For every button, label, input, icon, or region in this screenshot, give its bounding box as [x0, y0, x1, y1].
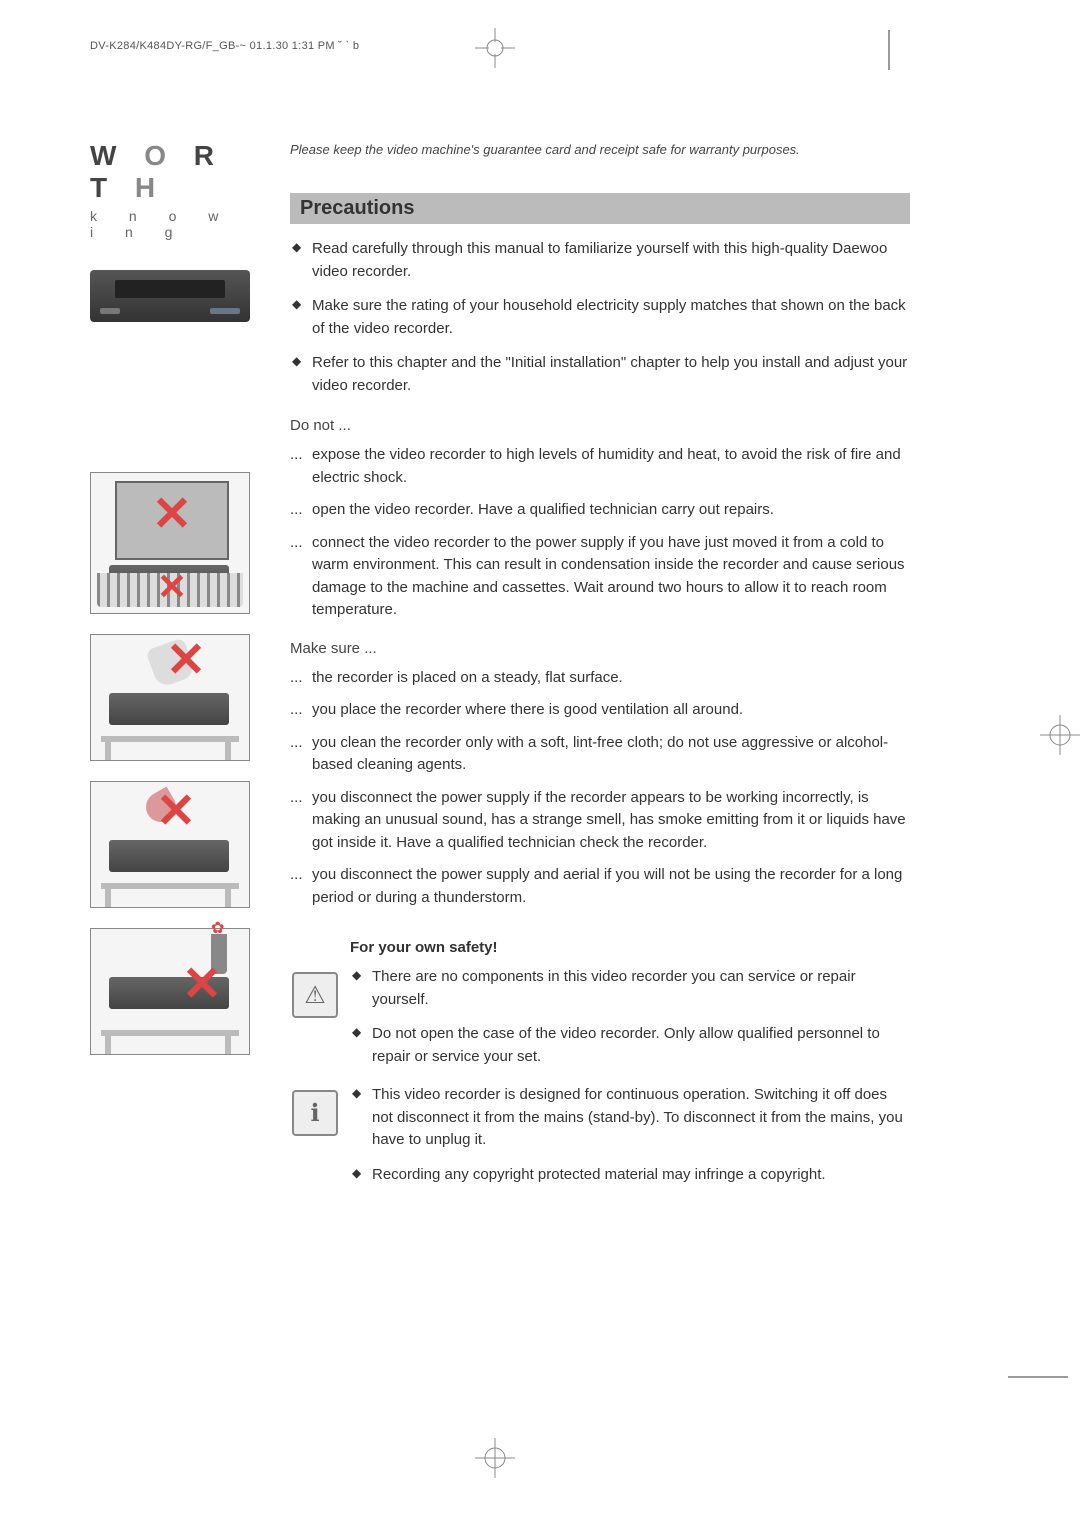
illustration-open — [90, 634, 250, 761]
bullet-item: Refer to this chapter and the "Initial i… — [290, 352, 910, 397]
content-area: W O R T H k n o w i n g — [90, 100, 970, 1202]
intro-text: Please keep the video machine's guarante… — [290, 142, 910, 157]
table-legs — [105, 1036, 111, 1054]
safety-block: For your own safety! ⚠ There are no comp… — [350, 939, 910, 1202]
trim-line-top-right — [888, 30, 890, 70]
table-legs — [105, 742, 111, 760]
trim-line-bottom-right — [1008, 1376, 1068, 1378]
section-title: Precautions — [290, 193, 910, 224]
bullet-item: Recording any copyright protected materi… — [350, 1164, 910, 1187]
right-column: Please keep the video machine's guarante… — [290, 100, 910, 1202]
bullet-item: There are no components in this video re… — [350, 966, 910, 1011]
vcr-image-small — [90, 270, 250, 322]
table-shape — [101, 736, 239, 742]
list-item: connect the video recorder to the power … — [290, 532, 910, 622]
info-icon: ℹ — [292, 1090, 338, 1136]
crop-mark-bottom-icon — [475, 1438, 515, 1478]
list-item: open the video recorder. Have a qualifie… — [290, 499, 910, 522]
donot-list: expose the video recorder to high levels… — [290, 444, 910, 622]
illustration-liquid — [90, 781, 250, 908]
safety-warn-list: There are no components in this video re… — [350, 966, 910, 1068]
list-item: you disconnect the power supply and aeri… — [290, 864, 910, 909]
safety-info-list: This video recorder is designed for cont… — [350, 1084, 910, 1186]
illustration-vase — [90, 928, 250, 1055]
warning-icon: ⚠ — [292, 972, 338, 1018]
list-item: you disconnect the power supply if the r… — [290, 787, 910, 855]
red-x-icon — [177, 965, 227, 1015]
list-item: expose the video recorder to high levels… — [290, 444, 910, 489]
bullet-item: This video recorder is designed for cont… — [350, 1084, 910, 1152]
list-item: the recorder is placed on a steady, flat… — [290, 667, 910, 690]
vcr-shape — [109, 840, 229, 872]
red-x-icon — [161, 641, 211, 691]
red-x-icon — [147, 495, 197, 545]
bullet-item: Read carefully through this manual to fa… — [290, 238, 910, 283]
red-x-icon — [151, 792, 201, 842]
bullet-item: Do not open the case of the video record… — [350, 1023, 910, 1068]
crop-mark-top-icon — [475, 28, 515, 68]
left-column: W O R T H k n o w i n g — [90, 100, 250, 1075]
donot-heading: Do not ... — [290, 417, 910, 434]
red-x-icon — [147, 567, 197, 617]
vcr-shape — [109, 693, 229, 725]
safety-title: For your own safety! — [350, 939, 910, 956]
list-item: you clean the recorder only with a soft,… — [290, 732, 910, 777]
main-bullet-list: Read carefully through this manual to fa… — [290, 238, 910, 397]
table-shape — [101, 883, 239, 889]
list-item: you place the recorder where there is go… — [290, 699, 910, 722]
table-shape — [101, 1030, 239, 1036]
page: DV-K284/K484DY-RG/F_GB-~ 01.1.30 1:31 PM… — [0, 0, 1080, 1528]
table-legs — [105, 889, 111, 907]
worth-knowing-logo: W O R T H k n o w i n g — [90, 140, 250, 240]
logo-line2: k n o w i n g — [90, 208, 250, 240]
bullet-item: Make sure the rating of your household e… — [290, 295, 910, 340]
illustration-heat — [90, 472, 250, 614]
makesure-heading: Make sure ... — [290, 640, 910, 657]
logo-line1: W O R T H — [90, 140, 250, 204]
makesure-list: the recorder is placed on a steady, flat… — [290, 667, 910, 910]
crop-mark-right-icon — [1040, 715, 1080, 755]
print-header: DV-K284/K484DY-RG/F_GB-~ 01.1.30 1:31 PM… — [90, 40, 359, 52]
